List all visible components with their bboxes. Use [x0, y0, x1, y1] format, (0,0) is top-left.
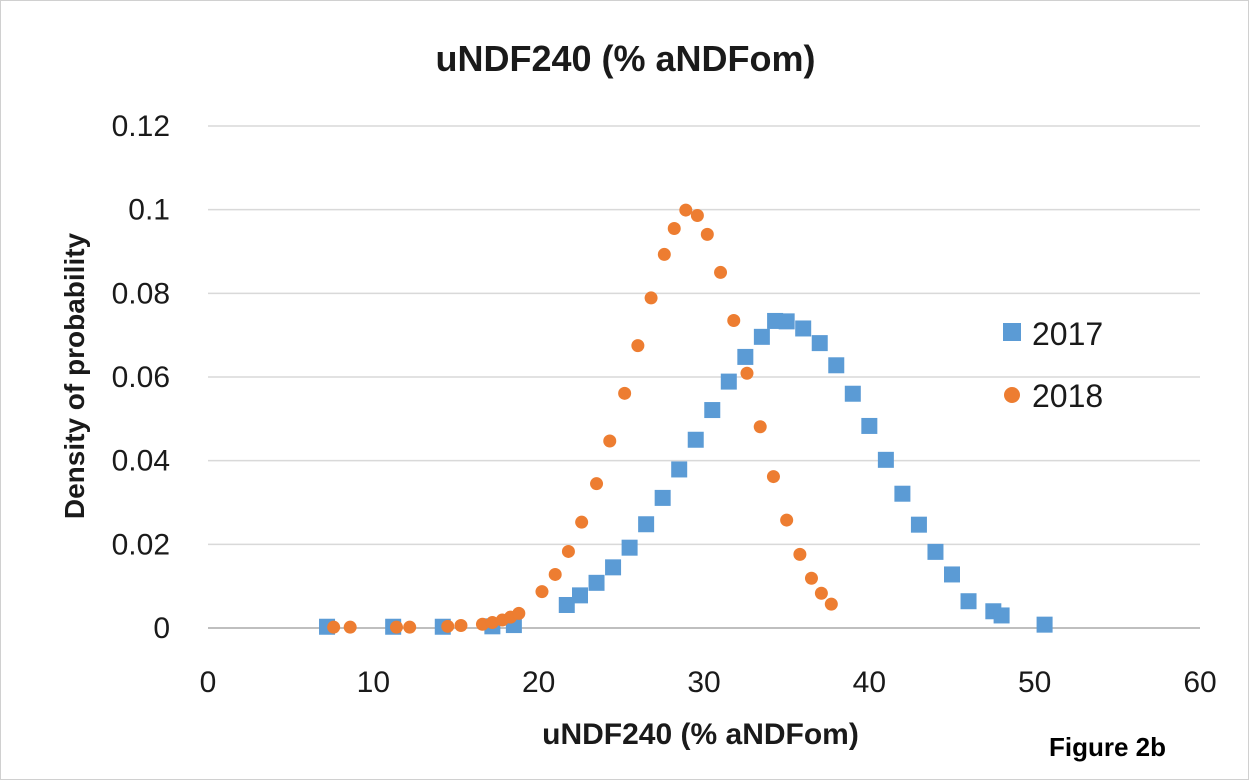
- point-2017: [704, 402, 721, 419]
- point-2018: [343, 620, 357, 634]
- x-tick-label: 50: [1018, 666, 1051, 699]
- point-2018: [727, 314, 741, 328]
- point-2017: [605, 559, 622, 576]
- point-2018: [485, 616, 499, 630]
- point-2017: [687, 431, 704, 448]
- point-2018: [766, 470, 780, 484]
- y-tick-label: 0.12: [112, 110, 170, 143]
- point-2017: [910, 516, 927, 533]
- point-2017: [558, 596, 575, 613]
- point-2018: [389, 620, 403, 634]
- point-2018: [793, 547, 807, 561]
- point-2018: [631, 339, 645, 353]
- legend-label-2017: 2017: [1032, 316, 1103, 352]
- point-2018: [512, 606, 526, 620]
- x-tick-label: 10: [357, 666, 390, 699]
- point-2017: [861, 417, 878, 434]
- point-2018: [780, 513, 794, 527]
- x-axis-label: uNDF240 (% aNDFom): [542, 718, 859, 751]
- y-tick-label: 0: [153, 612, 170, 645]
- point-2018: [403, 620, 417, 634]
- y-tick-label: 0.08: [112, 277, 170, 310]
- y-tick-label: 0.1: [128, 194, 170, 227]
- figure-label: Figure 2b: [1048, 732, 1166, 762]
- point-2017: [927, 543, 944, 560]
- point-2017: [588, 574, 605, 591]
- point-2018: [804, 571, 818, 585]
- point-2017: [621, 539, 638, 556]
- point-2017: [811, 335, 828, 352]
- point-2018: [603, 434, 617, 448]
- legend: 2017 2018: [1003, 316, 1103, 414]
- y-tick-label: 0.04: [112, 445, 170, 478]
- point-2017: [877, 451, 894, 468]
- point-2017: [960, 593, 977, 610]
- point-2018: [475, 617, 489, 631]
- point-2018: [714, 265, 728, 279]
- point-2017: [654, 489, 671, 506]
- point-2017: [944, 566, 960, 583]
- point-2017: [894, 485, 911, 502]
- x-tick-label: 0: [200, 666, 217, 699]
- point-2017: [1036, 616, 1053, 633]
- point-2017: [778, 313, 795, 330]
- x-tick-labels: 0 10 20 30 40 50 60: [200, 666, 1217, 699]
- point-2018: [590, 477, 604, 491]
- point-2018: [740, 366, 754, 380]
- point-2017: [753, 328, 770, 345]
- x-tick-label: 40: [853, 666, 886, 699]
- point-2017: [993, 607, 1010, 624]
- point-2018: [824, 597, 838, 611]
- point-2018: [753, 420, 767, 434]
- legend-marker-2017: [1003, 323, 1021, 341]
- point-2017: [638, 516, 655, 533]
- point-2018: [644, 291, 658, 305]
- point-2018: [667, 221, 681, 235]
- point-2018: [575, 515, 589, 529]
- x-tick-label: 30: [687, 666, 720, 699]
- series-2017: [319, 312, 1053, 635]
- x-tick-label: 60: [1183, 666, 1216, 699]
- point-2018: [454, 618, 468, 632]
- y-tick-labels: 0 0.02 0.04 0.06 0.08 0.1 0.12: [112, 110, 170, 645]
- chart-title: uNDF240 (% aNDFom): [435, 38, 816, 79]
- y-tick-label: 0.06: [112, 361, 170, 394]
- x-tick-label: 20: [522, 666, 555, 699]
- point-2017: [572, 587, 588, 604]
- point-2017: [737, 348, 754, 365]
- point-2017: [795, 320, 812, 337]
- point-2018: [700, 227, 714, 241]
- gridlines: [208, 125, 1200, 629]
- legend-marker-2018: [1004, 387, 1020, 403]
- point-2017: [828, 357, 845, 374]
- point-2017: [671, 461, 688, 478]
- point-2017: [720, 373, 737, 390]
- point-2018: [618, 386, 632, 400]
- point-2018: [814, 586, 828, 600]
- point-2018: [548, 567, 562, 581]
- point-2018: [690, 209, 704, 223]
- point-2018: [679, 203, 693, 217]
- point-2018: [657, 247, 671, 261]
- series-2018: [327, 203, 838, 634]
- point-2018: [327, 620, 341, 634]
- y-tick-label: 0.02: [112, 528, 170, 561]
- point-2018: [441, 619, 455, 633]
- legend-label-2018: 2018: [1032, 378, 1103, 414]
- point-2018: [561, 544, 575, 558]
- point-2017: [844, 385, 861, 402]
- point-2018: [535, 585, 549, 599]
